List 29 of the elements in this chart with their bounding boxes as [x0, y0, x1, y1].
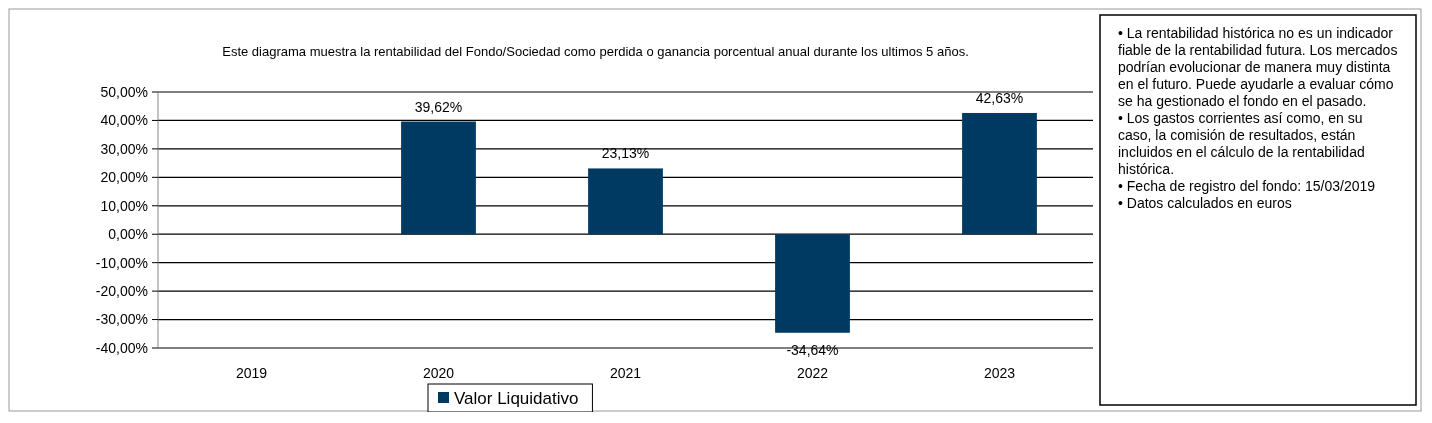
data-label: 39,62%: [414, 98, 463, 115]
text: • Los gastos corrientes así como, en su caso, la comisión de resultados, están incluidos en el cálculo de la rentabilidad histórica.: [1118, 110, 1365, 177]
y-tick-label: 10,00%: [100, 197, 148, 214]
bar: [588, 168, 663, 235]
data-label: -34,64%: [786, 341, 839, 358]
y-tick-label: -40,00%: [95, 339, 148, 356]
data-label: 23,13%: [601, 145, 650, 162]
y-tick-label: -10,00%: [95, 254, 148, 271]
x-tick-label: 2021: [609, 365, 642, 381]
y-tick-label: -20,00%: [95, 283, 148, 300]
y-tick-label: 20,00%: [100, 169, 148, 186]
bar: [401, 121, 476, 235]
data-label: 42,63%: [975, 89, 1024, 106]
y-tick-label: 40,00%: [100, 112, 148, 129]
bar: [775, 234, 850, 333]
y-tick-label: -30,00%: [95, 311, 148, 328]
x-tick-label: 2019: [235, 365, 268, 381]
x-tick-label: 2022: [796, 365, 829, 381]
y-tick-label: 50,00%: [100, 83, 148, 100]
text: • Datos calculados en euros: [1118, 195, 1292, 211]
text: • La rentabilidad histórica no es un indicador fiable de la rentabilidad futura. Los mercados podrían evolucionar de manera muy distinta en el futuro. Puede ayudarle a evaluar cómo se ha gestionado el fondo en el pasado.: [1118, 25, 1398, 109]
legend-label: Valor Liquidativo: [454, 389, 579, 408]
text: • Fecha de registro del fondo: 15/03/2019: [1118, 178, 1376, 194]
y-tick-label: 0,00%: [108, 226, 148, 243]
y-tick-label: 30,00%: [100, 140, 148, 157]
bar: [962, 112, 1037, 235]
x-tick-label: 2023: [983, 365, 1016, 381]
x-tick-label: 2020: [422, 365, 455, 381]
chart-title: Este diagrama muestra la rentabilidad del Fondo/Sociedad como perdida o ganancia porcentual anual durante los ultimos 5 años.: [222, 44, 969, 59]
